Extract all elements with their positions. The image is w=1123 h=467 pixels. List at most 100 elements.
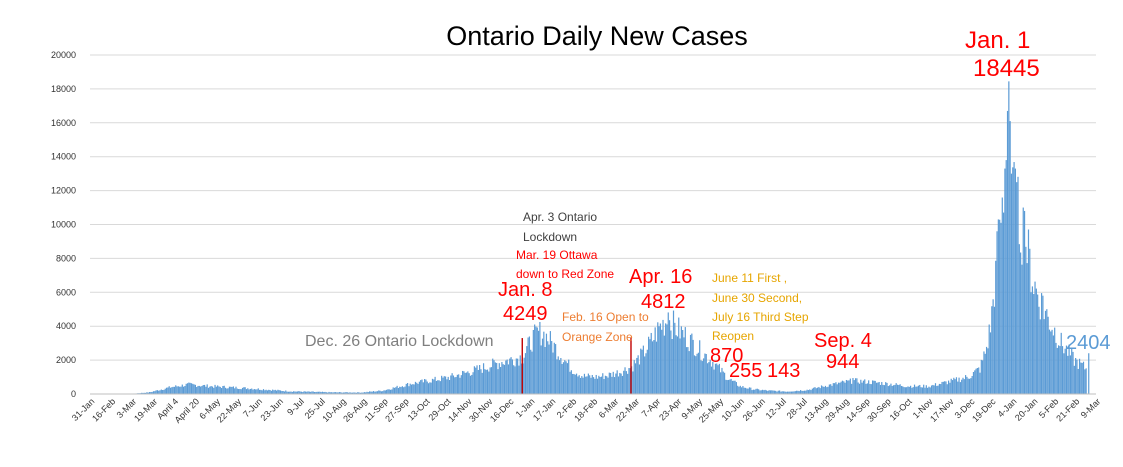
bar [820, 385, 823, 394]
bar [904, 387, 906, 394]
bar [995, 260, 997, 394]
y-tick-label: 2000 [56, 355, 76, 365]
bar [462, 370, 464, 394]
x-tick-label: 30-Sep [865, 396, 893, 424]
bar [519, 355, 521, 394]
bar [424, 379, 426, 394]
bar [143, 392, 145, 394]
bar [962, 377, 964, 394]
bar [671, 339, 673, 394]
bar [638, 364, 641, 394]
bar [672, 310, 675, 394]
x-tick-label: 23-Jun [259, 396, 286, 423]
bar [1020, 252, 1022, 394]
bar [793, 391, 795, 394]
bar [539, 321, 541, 394]
bar [270, 390, 272, 394]
bar [530, 349, 532, 394]
bar [186, 383, 189, 394]
bar [175, 385, 177, 394]
bar [929, 387, 931, 394]
bar [475, 367, 477, 394]
bar [620, 373, 622, 394]
bar [481, 372, 483, 394]
bar [945, 381, 947, 394]
bar [856, 378, 858, 394]
bar [248, 389, 250, 394]
bar [735, 382, 737, 394]
bar [492, 358, 494, 394]
bar [637, 355, 639, 394]
bar [165, 387, 168, 394]
bar [906, 387, 908, 394]
bar [583, 373, 586, 394]
bar [761, 389, 764, 394]
x-tick-label: 21-Feb [1054, 396, 1081, 423]
bar [686, 347, 688, 394]
bar [273, 390, 275, 394]
bar [479, 364, 481, 394]
bar [872, 380, 874, 394]
bar [210, 385, 212, 394]
bar [982, 360, 984, 394]
bar [537, 330, 540, 394]
bar [750, 387, 752, 394]
bar [947, 380, 950, 394]
bar [418, 381, 420, 394]
bar [258, 389, 261, 394]
ann-latest: 2404 [1066, 332, 1111, 354]
ann-jan1-value: 18445 [973, 55, 1040, 82]
bar [570, 370, 572, 394]
bar [564, 360, 566, 394]
bar [873, 380, 875, 394]
bar [323, 392, 325, 394]
ann-jan8-value: 4249 [503, 303, 548, 325]
bar [769, 390, 772, 394]
bar [196, 386, 198, 394]
bar [896, 384, 899, 394]
bar [327, 392, 329, 394]
bar [348, 392, 350, 394]
bar [1088, 353, 1090, 394]
bar [1050, 331, 1052, 394]
ann-apr16-date: Apr. 16 [629, 266, 692, 288]
bar [674, 322, 676, 394]
bar [823, 387, 825, 394]
bar [849, 378, 851, 394]
bar [747, 388, 749, 394]
bar [967, 378, 969, 394]
bar [811, 388, 813, 394]
bar [269, 390, 271, 394]
bar [786, 391, 789, 394]
bar [502, 364, 504, 394]
bar [162, 390, 164, 394]
bar [154, 391, 156, 394]
bar [936, 385, 938, 394]
bar [581, 376, 583, 394]
bar [506, 359, 508, 394]
bar [1037, 294, 1039, 394]
bar [213, 387, 215, 394]
bar [814, 387, 816, 394]
bar [902, 386, 904, 394]
bar [875, 382, 878, 394]
bar [985, 346, 988, 394]
bar [320, 392, 322, 394]
bar [240, 389, 242, 394]
bar [938, 383, 941, 394]
bar [1075, 357, 1077, 394]
bar [844, 382, 846, 394]
bar [816, 387, 819, 394]
bar [1043, 319, 1045, 394]
bar [907, 386, 909, 394]
bar [552, 352, 554, 394]
bar [337, 392, 339, 394]
x-tick-label: 23-Apr [657, 396, 683, 422]
bar [207, 387, 210, 394]
bar [706, 363, 709, 394]
bar [241, 387, 244, 394]
bar [400, 387, 402, 394]
bar [469, 375, 472, 394]
bar [695, 356, 697, 394]
